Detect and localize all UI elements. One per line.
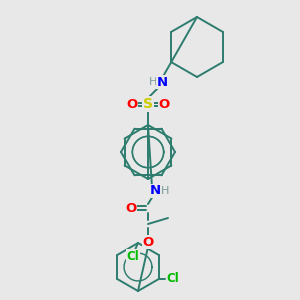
Text: S: S [143, 97, 153, 111]
Text: O: O [125, 202, 136, 214]
Text: O: O [158, 98, 169, 110]
Text: N: N [156, 76, 168, 88]
Text: N: N [149, 184, 161, 197]
Text: Cl: Cl [127, 250, 140, 262]
Text: O: O [142, 236, 154, 248]
Text: H: H [161, 186, 169, 196]
Text: O: O [126, 98, 138, 110]
Text: H: H [149, 77, 157, 87]
Text: Cl: Cl [167, 272, 179, 286]
